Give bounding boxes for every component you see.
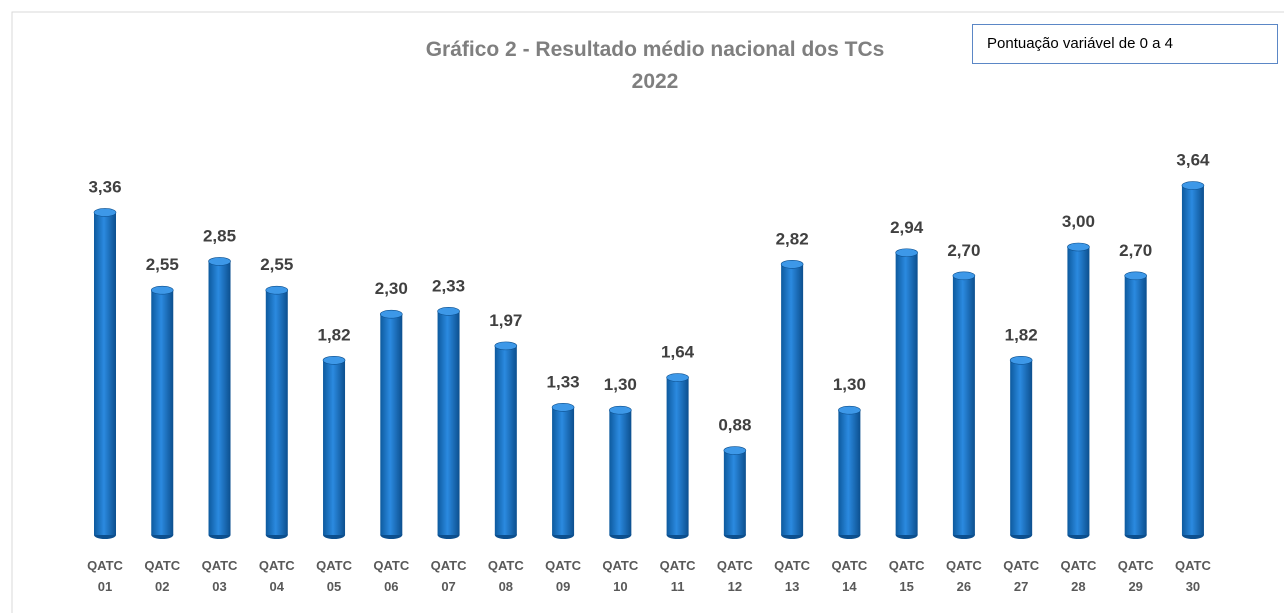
bar-top bbox=[1181, 181, 1205, 190]
bar-top bbox=[895, 248, 918, 258]
value-label: 1,30 bbox=[604, 375, 637, 394]
bar-top bbox=[723, 446, 747, 455]
value-label: 2,33 bbox=[432, 276, 465, 295]
x-tick-label: QATC 12 bbox=[716, 558, 753, 594]
bar bbox=[94, 212, 116, 535]
value-label: 1,82 bbox=[1005, 325, 1038, 344]
annotation: Pontuação variável de 0 a 4 bbox=[972, 24, 1278, 64]
bar-top bbox=[952, 271, 976, 281]
bar bbox=[1067, 247, 1090, 535]
bar bbox=[1010, 360, 1033, 535]
x-tick-label: QATC 27 bbox=[1003, 558, 1040, 594]
bar-top bbox=[437, 307, 460, 316]
value-label: 1,64 bbox=[661, 343, 695, 362]
bar-top bbox=[208, 257, 231, 266]
bar-top bbox=[551, 403, 575, 412]
value-label: 2,70 bbox=[1119, 241, 1152, 260]
x-tick-label: QATC 09 bbox=[545, 558, 582, 594]
x-tick-label: QATC 13 bbox=[774, 558, 811, 594]
value-label: 1,30 bbox=[833, 375, 866, 394]
bar bbox=[552, 407, 575, 535]
bar bbox=[494, 345, 517, 535]
bar bbox=[838, 410, 861, 535]
bar-top bbox=[150, 285, 174, 295]
bar-top bbox=[609, 405, 632, 415]
bar bbox=[437, 311, 460, 535]
x-tick-label: QATC 10 bbox=[602, 558, 639, 594]
value-label: 3,64 bbox=[1176, 151, 1210, 170]
bar bbox=[666, 377, 689, 535]
x-tick-label: QATC 11 bbox=[659, 558, 696, 594]
x-tick-label: QATC 04 bbox=[258, 558, 295, 594]
value-label: 1,97 bbox=[489, 311, 522, 330]
bar-top bbox=[93, 208, 117, 217]
chart-subtitle: 2022 bbox=[631, 70, 679, 93]
x-tick-label: QATC 03 bbox=[201, 558, 238, 594]
x-tick-label: QATC 06 bbox=[373, 558, 410, 594]
bar bbox=[380, 314, 403, 535]
bar bbox=[723, 450, 746, 535]
bar bbox=[895, 252, 918, 535]
x-tick-label: QATC 14 bbox=[831, 558, 868, 594]
value-label: 3,36 bbox=[88, 177, 121, 196]
x-tick-label: QATC 08 bbox=[487, 558, 524, 594]
bar-top bbox=[322, 355, 346, 365]
value-label: 2,70 bbox=[947, 241, 980, 260]
value-label: 2,94 bbox=[890, 218, 924, 237]
bar bbox=[1124, 275, 1147, 535]
bar bbox=[781, 264, 804, 535]
value-label: 3,00 bbox=[1062, 212, 1095, 231]
chart-title: Gráfico 2 - Resultado médio nacional dos… bbox=[425, 38, 885, 61]
x-tick-label: QATC 07 bbox=[430, 558, 467, 594]
bar bbox=[265, 290, 288, 535]
bar bbox=[952, 275, 975, 535]
bar-top bbox=[494, 341, 518, 351]
bar-top bbox=[265, 285, 289, 295]
bar bbox=[609, 410, 632, 535]
bar-top bbox=[379, 309, 403, 319]
x-tick-label: QATC 15 bbox=[888, 558, 925, 594]
bar-top bbox=[1067, 242, 1090, 252]
x-tick-label: QATC 30 bbox=[1175, 558, 1211, 594]
value-label: 2,82 bbox=[776, 229, 809, 248]
value-label: 0,88 bbox=[718, 416, 751, 435]
x-tick-label: QATC 01 bbox=[87, 558, 123, 594]
value-label: 2,85 bbox=[203, 226, 236, 245]
bar bbox=[323, 360, 346, 535]
value-label: 2,55 bbox=[146, 255, 179, 274]
x-tick-label: QATC 26 bbox=[945, 558, 982, 594]
bar bbox=[151, 290, 174, 535]
bar-top bbox=[666, 373, 689, 382]
x-tick-label: QATC 29 bbox=[1117, 558, 1154, 594]
bar-top bbox=[838, 405, 861, 415]
bar-top bbox=[780, 259, 804, 269]
x-tick-label: QATC 05 bbox=[316, 558, 352, 594]
value-label: 1,82 bbox=[317, 325, 350, 344]
bar-top bbox=[1009, 355, 1033, 365]
chart-border bbox=[11, 11, 1284, 613]
bar-top bbox=[1124, 271, 1147, 281]
bar bbox=[208, 261, 231, 535]
x-tick-label: QATC 28 bbox=[1060, 558, 1097, 594]
bar bbox=[1181, 185, 1204, 535]
value-label: 2,55 bbox=[260, 255, 293, 274]
value-label: 1,33 bbox=[547, 372, 580, 391]
value-label: 2,30 bbox=[375, 279, 408, 298]
x-tick-label: QATC 02 bbox=[144, 558, 181, 594]
